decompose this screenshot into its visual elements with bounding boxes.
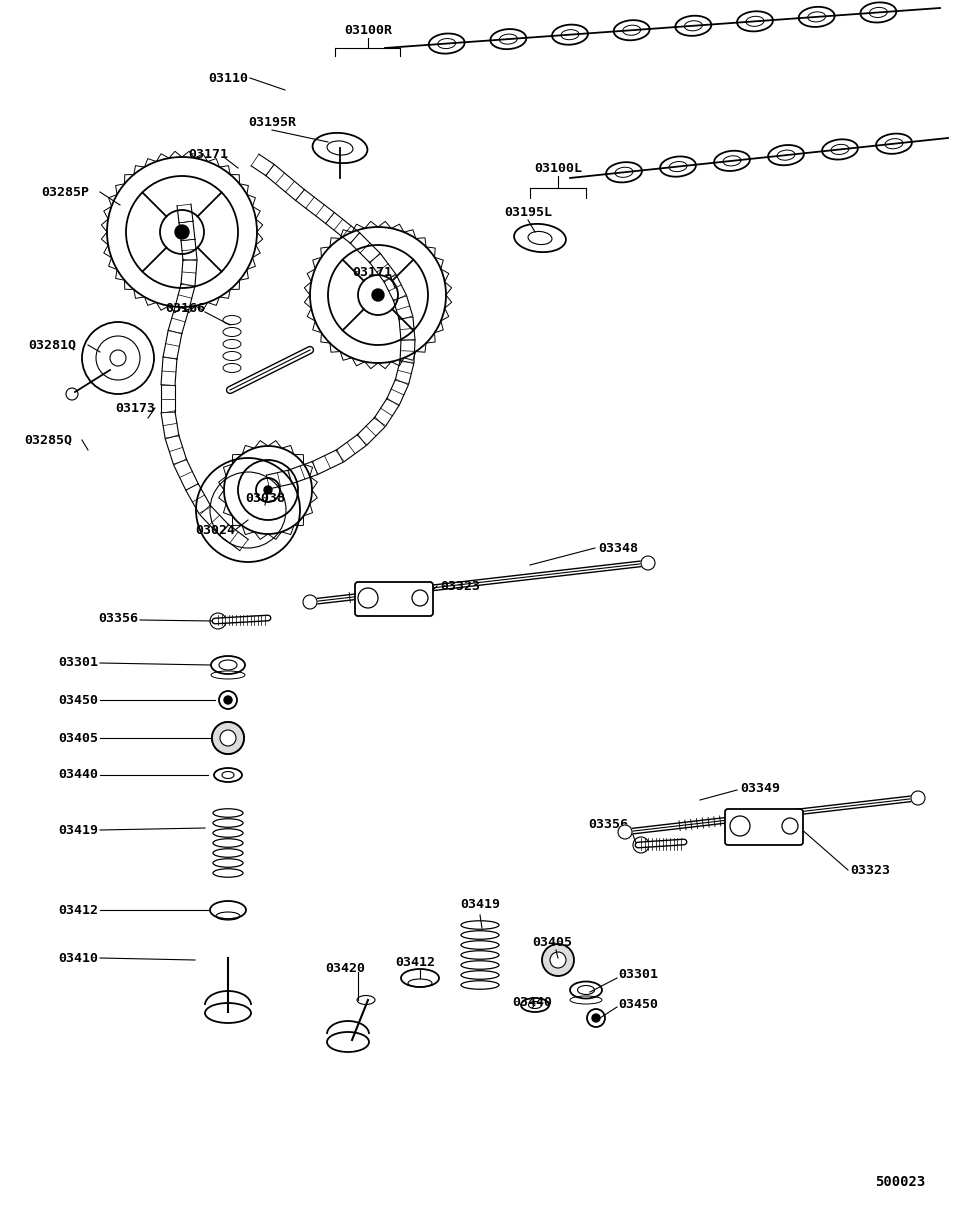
Text: 03285P: 03285P bbox=[41, 185, 89, 198]
Text: 03024: 03024 bbox=[195, 524, 235, 536]
Circle shape bbox=[592, 1014, 600, 1022]
Text: 03450: 03450 bbox=[618, 998, 658, 1012]
FancyBboxPatch shape bbox=[355, 582, 433, 616]
Text: 03405: 03405 bbox=[532, 935, 572, 949]
Text: 03419: 03419 bbox=[460, 899, 500, 911]
Text: 03100R: 03100R bbox=[344, 23, 392, 36]
Text: 03419: 03419 bbox=[58, 824, 98, 836]
Text: 03412: 03412 bbox=[58, 904, 98, 916]
Circle shape bbox=[542, 944, 574, 976]
Text: 03301: 03301 bbox=[618, 968, 658, 981]
Text: 03171: 03171 bbox=[352, 265, 392, 278]
Text: 03356: 03356 bbox=[588, 818, 628, 831]
Text: 03410: 03410 bbox=[58, 951, 98, 964]
Circle shape bbox=[212, 722, 244, 754]
Text: 03173: 03173 bbox=[115, 402, 155, 415]
Circle shape bbox=[224, 696, 232, 704]
Text: 03100L: 03100L bbox=[534, 161, 582, 174]
Text: 03412: 03412 bbox=[395, 956, 435, 969]
Text: 03323: 03323 bbox=[440, 580, 480, 593]
Text: 03420: 03420 bbox=[325, 962, 365, 974]
Text: 03348: 03348 bbox=[598, 542, 638, 554]
Text: 03440: 03440 bbox=[58, 768, 98, 782]
Circle shape bbox=[618, 825, 632, 839]
Text: 03195L: 03195L bbox=[504, 206, 552, 219]
Circle shape bbox=[175, 225, 189, 240]
Text: 03038: 03038 bbox=[245, 491, 285, 505]
Text: 03301: 03301 bbox=[58, 657, 98, 669]
Text: 03349: 03349 bbox=[740, 782, 780, 795]
Text: 03171: 03171 bbox=[188, 149, 228, 161]
Text: 03285Q: 03285Q bbox=[24, 433, 72, 446]
Circle shape bbox=[220, 730, 236, 747]
Text: 03356: 03356 bbox=[98, 611, 138, 624]
Text: 03166: 03166 bbox=[165, 301, 205, 315]
Text: 03440: 03440 bbox=[512, 996, 552, 1008]
Text: 03195R: 03195R bbox=[248, 115, 296, 128]
Circle shape bbox=[550, 952, 566, 968]
Circle shape bbox=[303, 595, 317, 609]
Circle shape bbox=[641, 557, 655, 570]
Circle shape bbox=[911, 791, 925, 805]
Circle shape bbox=[264, 486, 272, 494]
Circle shape bbox=[372, 289, 384, 301]
Text: 03405: 03405 bbox=[58, 732, 98, 744]
FancyBboxPatch shape bbox=[725, 809, 803, 845]
Text: 500023: 500023 bbox=[875, 1175, 925, 1189]
Text: 03450: 03450 bbox=[58, 693, 98, 707]
Text: 03281Q: 03281Q bbox=[28, 339, 76, 351]
Text: 03110: 03110 bbox=[208, 71, 248, 85]
Text: 03323: 03323 bbox=[850, 864, 890, 876]
